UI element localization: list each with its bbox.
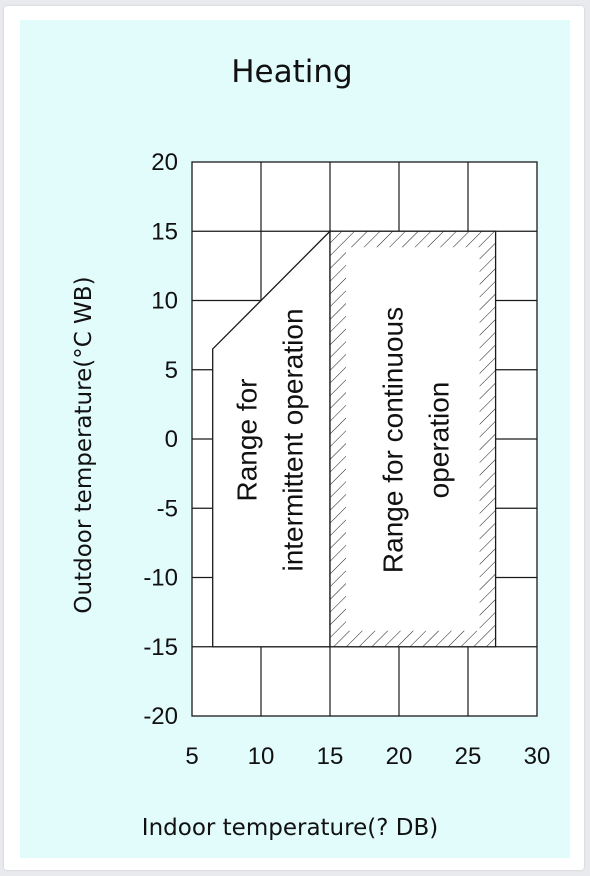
region-mask: [330, 231, 496, 647]
y-axis-label: Outdoor temperature(°C WB): [71, 276, 97, 613]
y-tick-label: 15: [151, 218, 178, 245]
x-axis-label: Indoor temperature(? DB): [142, 815, 438, 841]
x-tick-label: 30: [524, 743, 551, 770]
x-tick-label: 20: [386, 743, 413, 770]
y-tick-label: 10: [151, 288, 178, 315]
plot-area: Range for intermittent operation Range for…: [143, 149, 550, 770]
y-tick-label: 5: [165, 357, 178, 384]
x-tick-label: 5: [185, 743, 198, 770]
intermittent-region-label: Range for: [231, 379, 262, 502]
y-tick-label: 0: [165, 426, 178, 453]
y-tick-label: -15: [143, 634, 178, 661]
y-tick-label: 20: [151, 149, 178, 176]
continuous-region-label: operation: [423, 382, 454, 499]
y-tick-label: -5: [157, 495, 178, 522]
y-tick-label: -10: [143, 565, 178, 592]
x-tick-label: 25: [455, 743, 482, 770]
region-mask: [212, 231, 330, 647]
x-tick-label: 10: [248, 743, 275, 770]
continuous-region-outline: [329, 230, 497, 648]
intermittent-region-label: intermittent operation: [277, 308, 308, 571]
y-tick-label: -20: [143, 703, 178, 730]
continuous-region-label: Range for continuous: [377, 307, 408, 573]
x-tick-label: 15: [317, 743, 344, 770]
plot-border: [191, 161, 538, 717]
chart-title: Heating: [231, 54, 352, 90]
